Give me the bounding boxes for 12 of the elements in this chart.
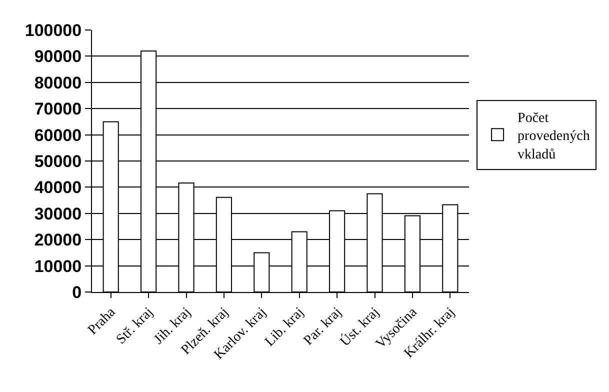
y-tick-label: 70000 [34, 100, 82, 119]
y-tick-label: 40000 [34, 178, 82, 198]
legend-label: Počet provedených vkladů [518, 110, 590, 162]
y-tick-label: 50000 [34, 152, 82, 171]
y-tick-label: 0 [72, 282, 82, 302]
y-tick-label: 20000 [34, 230, 82, 250]
y-tick-label: 80000 [34, 73, 82, 92]
y-tick-label: 10000 [34, 256, 82, 276]
y-tick-label: 60000 [34, 126, 82, 145]
y-tick-label: 90000 [34, 47, 82, 66]
y-tick-label: 100000 [24, 20, 82, 40]
y-tick-label: 30000 [34, 204, 82, 224]
